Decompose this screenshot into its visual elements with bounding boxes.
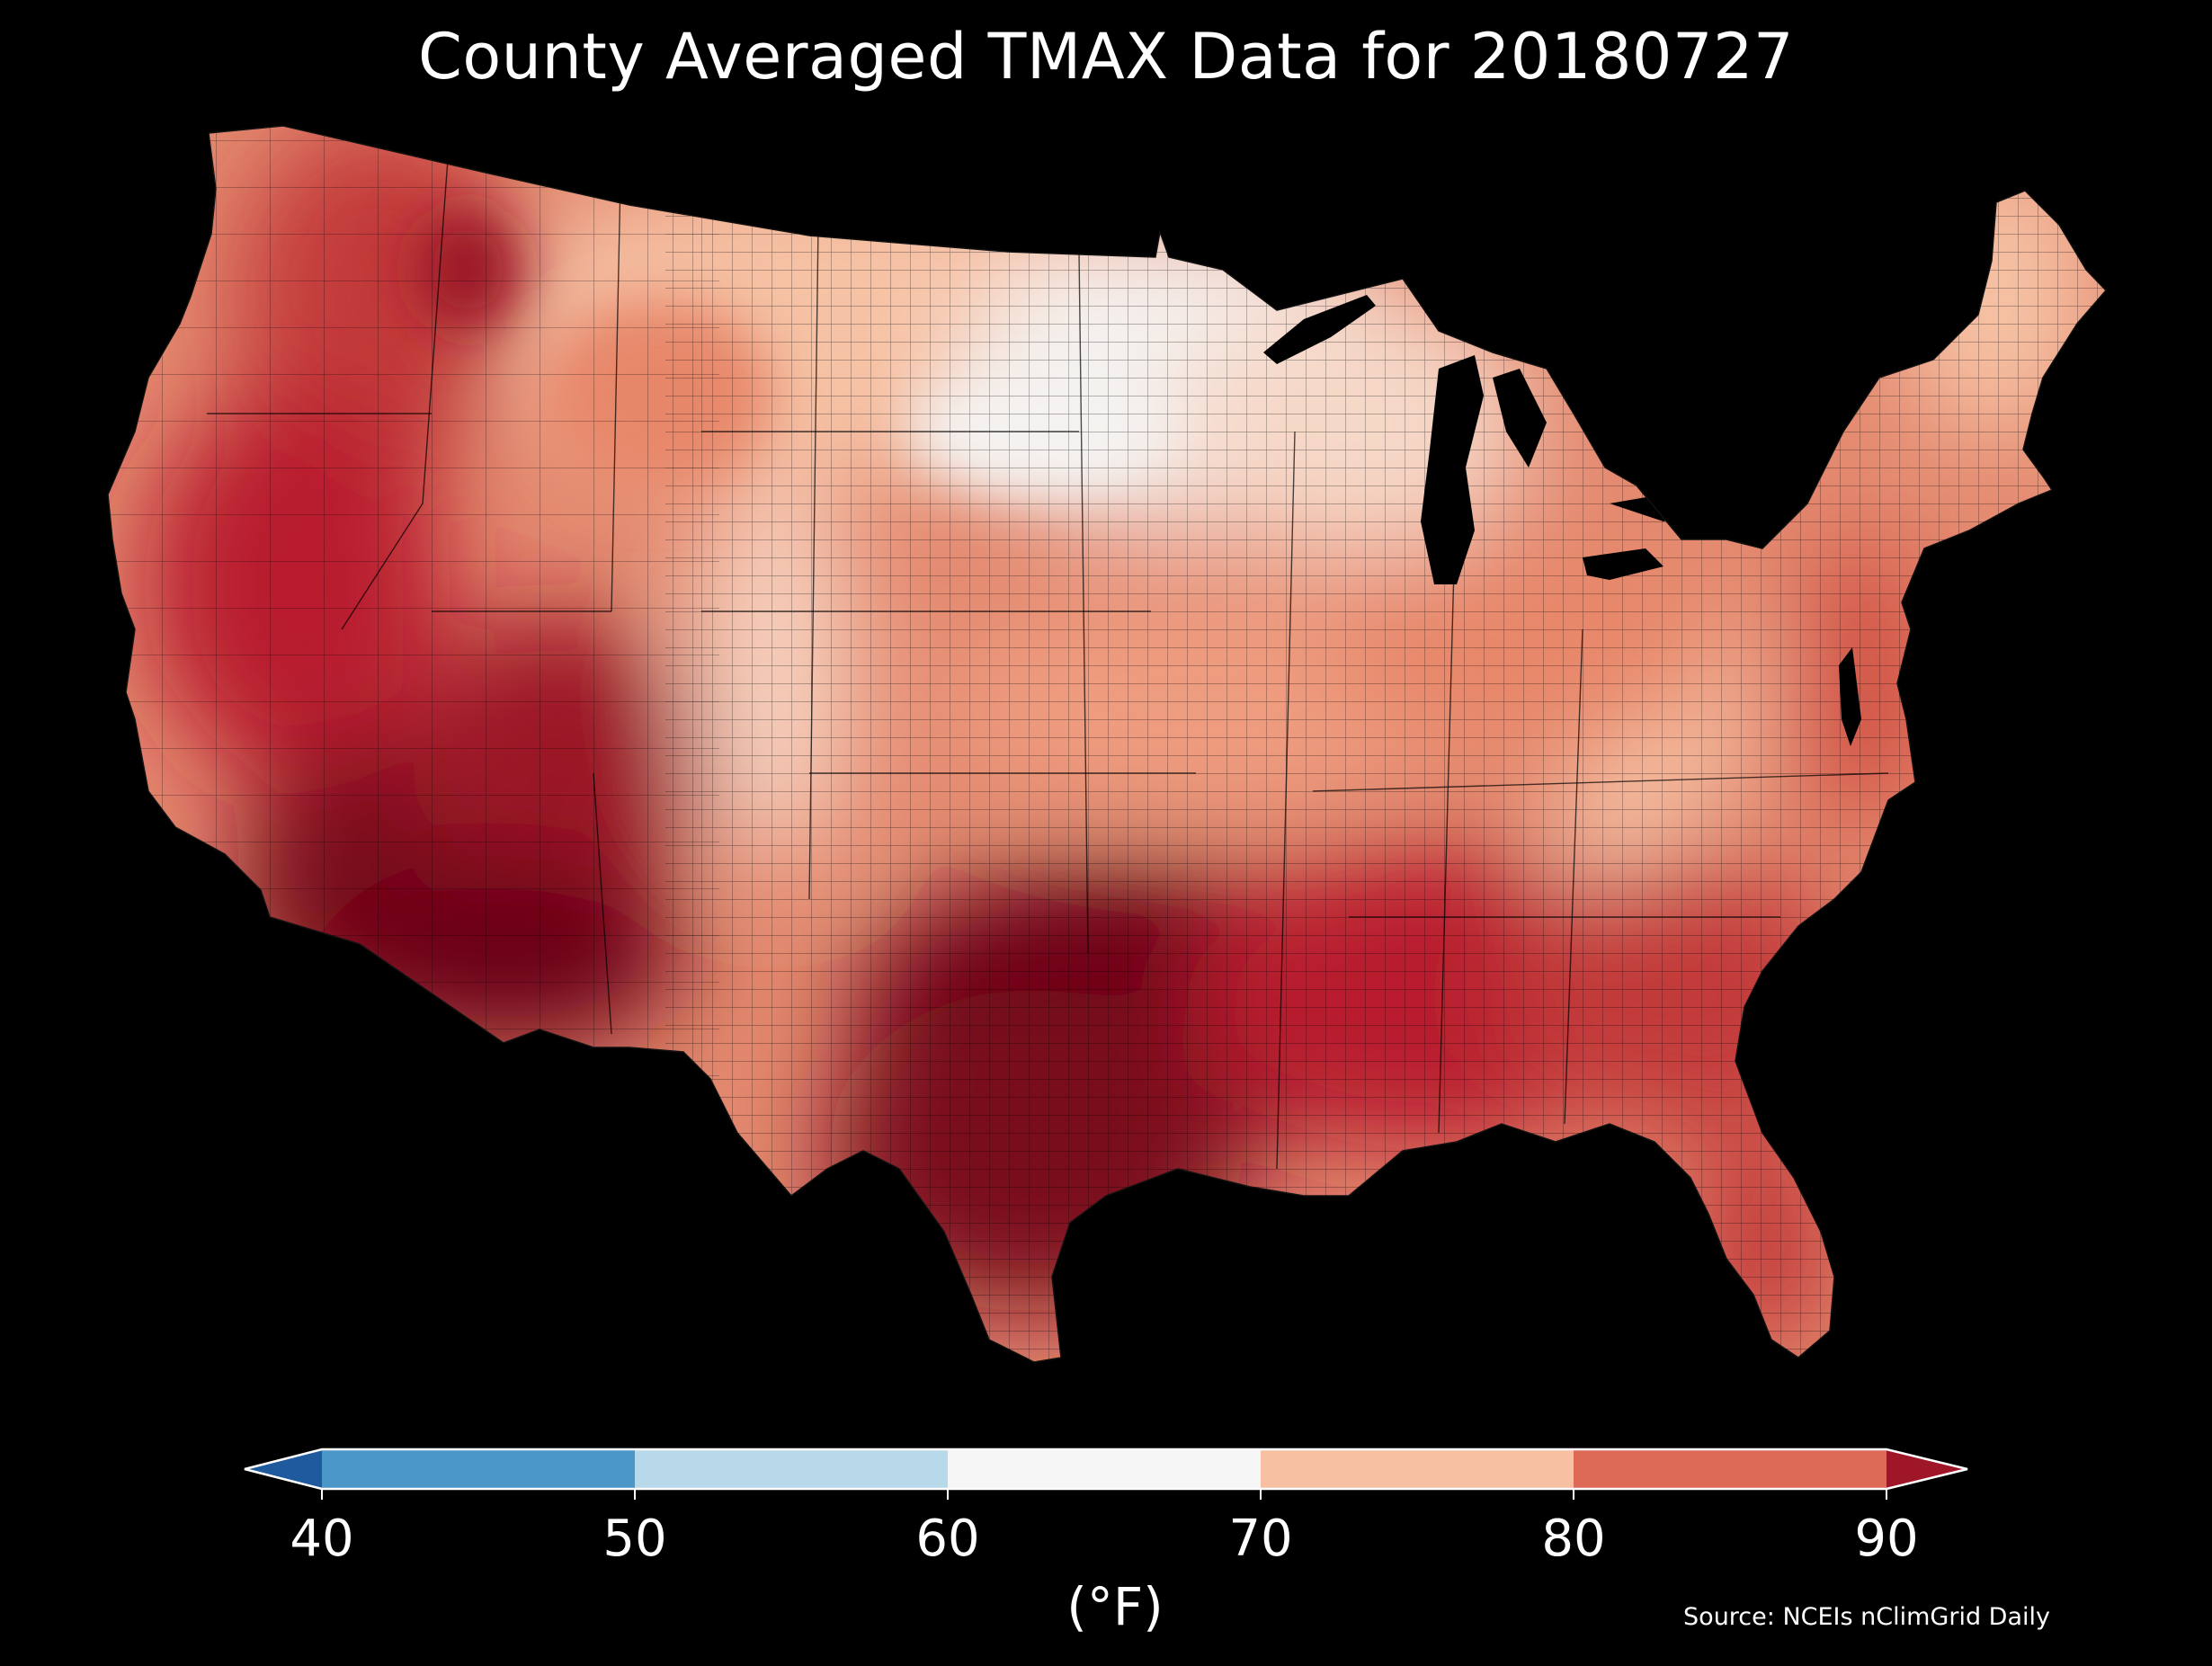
colorbar-extend-low bbox=[245, 1449, 322, 1489]
colorbar-bin bbox=[948, 1449, 1262, 1489]
colorbar-bin bbox=[322, 1449, 636, 1489]
map-title: County Averaged TMAX Data for 20180727 bbox=[417, 20, 1795, 94]
source-credit: Source: NCEIs nClimGrid Daily bbox=[1683, 1603, 2050, 1631]
colorbar-unit-label: (°F) bbox=[1066, 1576, 1164, 1637]
colorbar-bin bbox=[635, 1449, 949, 1489]
colorbar-bin bbox=[1261, 1449, 1574, 1489]
colorbar-bin bbox=[1574, 1449, 1887, 1489]
great-lakes bbox=[1263, 295, 1861, 746]
colorbar-extend-high bbox=[1886, 1449, 1967, 1489]
